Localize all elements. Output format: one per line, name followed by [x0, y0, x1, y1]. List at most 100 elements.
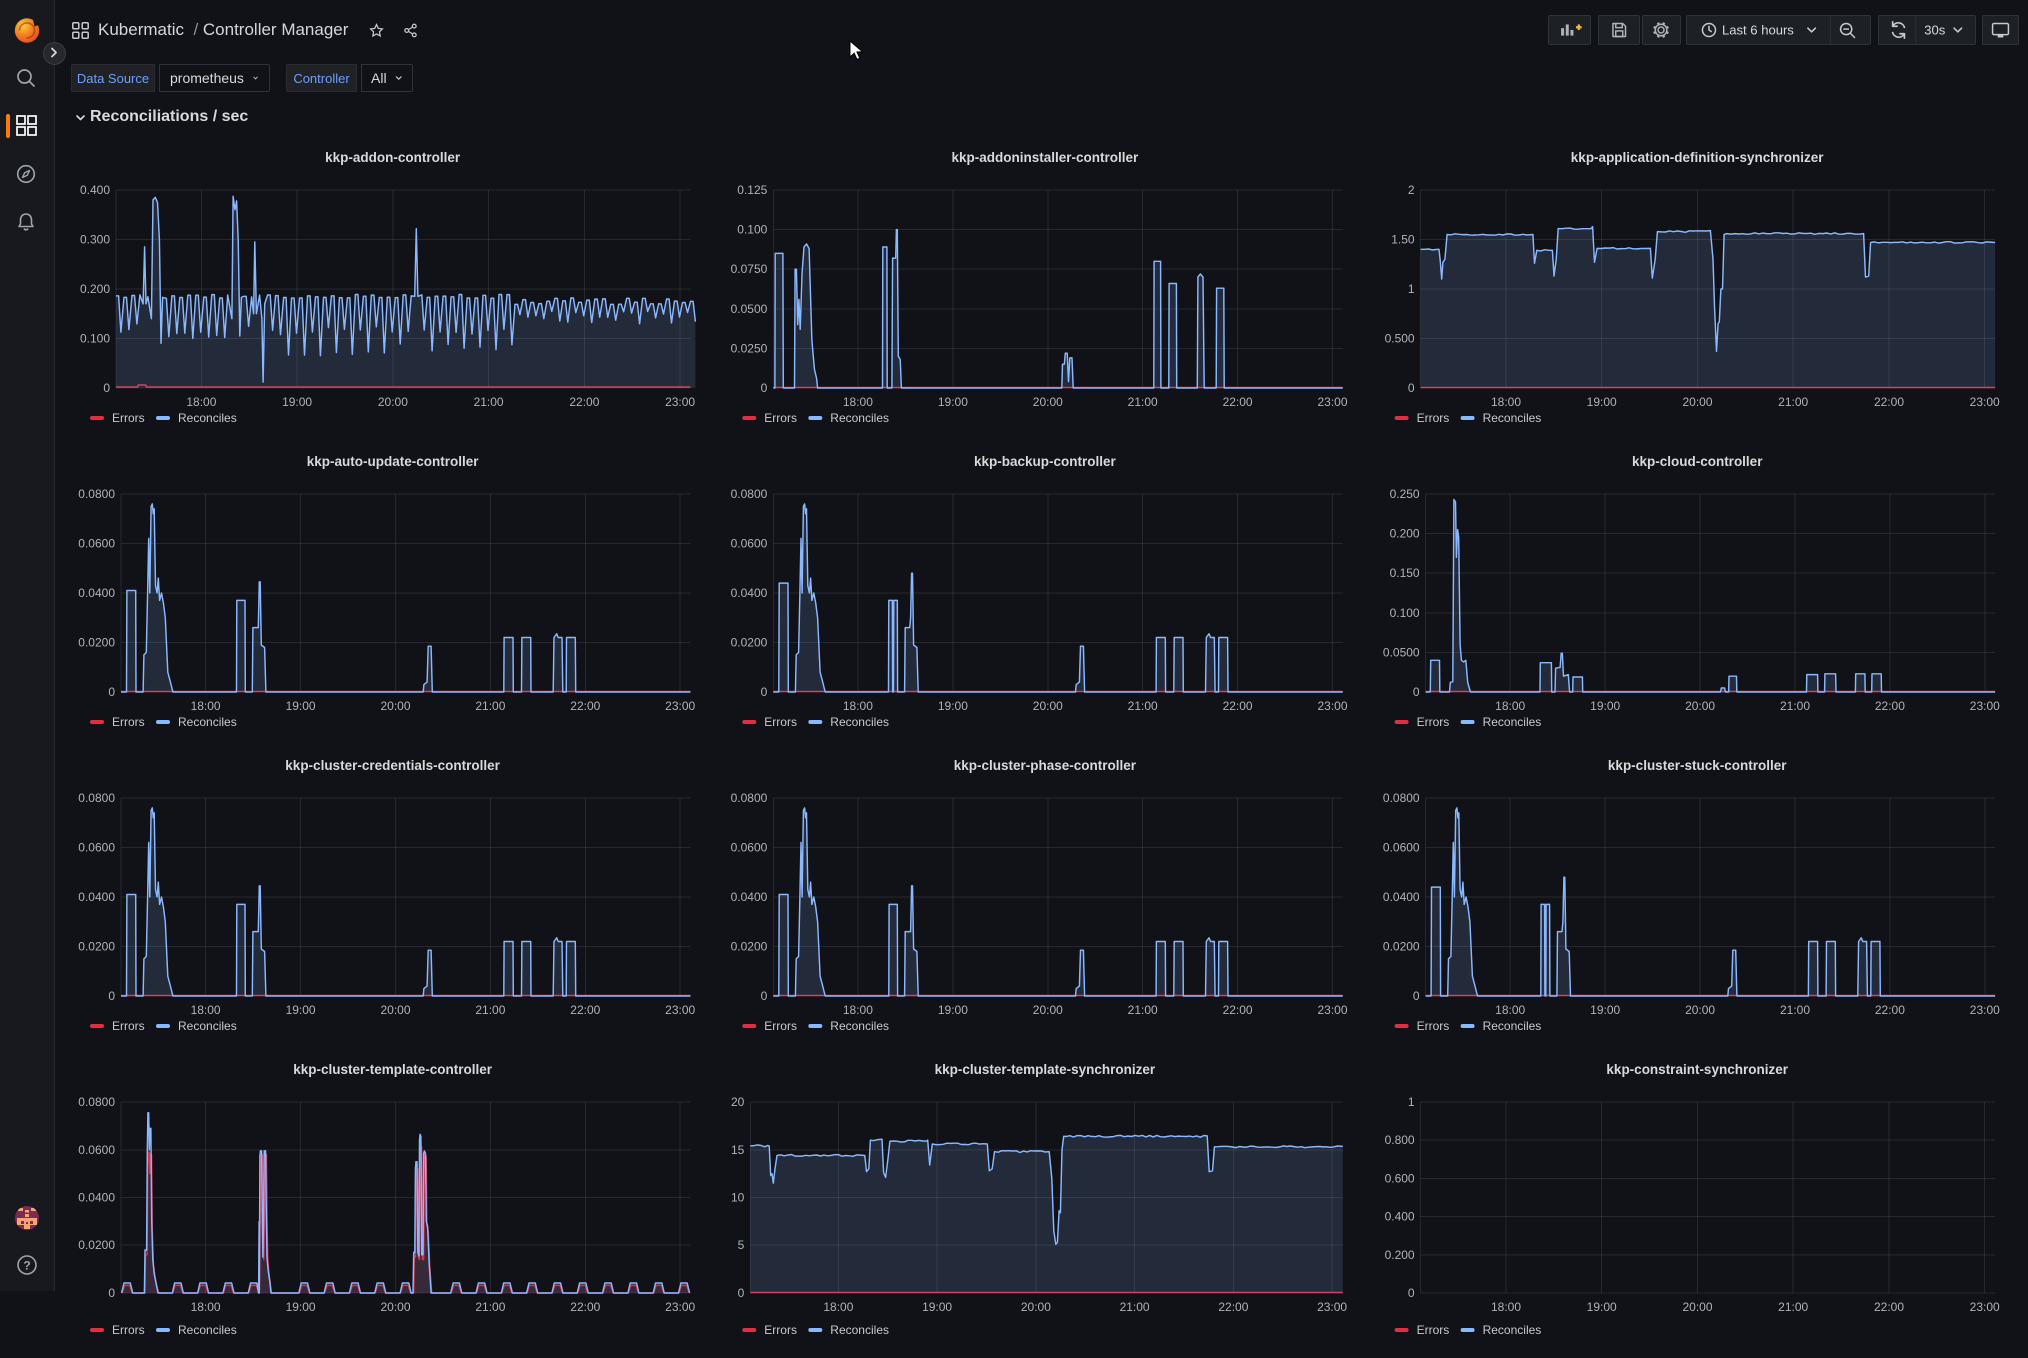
svg-text:Errors: Errors — [764, 1323, 797, 1337]
svg-text:18:00: 18:00 — [1491, 1300, 1521, 1314]
svg-text:kkp-application-definition-syn: kkp-application-definition-synchronizer — [1571, 150, 1825, 165]
svg-text:0.400: 0.400 — [80, 183, 110, 197]
svg-text:0.0600: 0.0600 — [731, 841, 768, 855]
svg-text:20:00: 20:00 — [1682, 1300, 1712, 1314]
svg-text:kkp-backup-controller: kkp-backup-controller — [974, 454, 1117, 469]
svg-text:0.0400: 0.0400 — [78, 1191, 115, 1205]
svg-text:0: 0 — [761, 685, 768, 699]
svg-text:22:00: 22:00 — [570, 1003, 600, 1017]
svg-text:0.500: 0.500 — [1385, 332, 1415, 346]
svg-text:0.100: 0.100 — [737, 223, 767, 237]
svg-text:23:00: 23:00 — [1317, 1300, 1347, 1314]
svg-text:0.200: 0.200 — [1385, 1248, 1415, 1262]
svg-text:0: 0 — [103, 381, 110, 395]
svg-text:18:00: 18:00 — [843, 395, 873, 409]
svg-text:0.0600: 0.0600 — [78, 841, 115, 855]
svg-text:22:00: 22:00 — [1223, 395, 1253, 409]
svg-text:5: 5 — [738, 1238, 745, 1252]
svg-text:21:00: 21:00 — [475, 699, 505, 713]
svg-text:19:00: 19:00 — [938, 699, 968, 713]
svg-text:0.0400: 0.0400 — [731, 586, 768, 600]
svg-text:0.0200: 0.0200 — [731, 940, 768, 954]
svg-text:Reconciles: Reconciles — [830, 1323, 889, 1337]
svg-text:18:00: 18:00 — [823, 1300, 853, 1314]
svg-text:19:00: 19:00 — [1587, 395, 1617, 409]
svg-text:18:00: 18:00 — [191, 699, 221, 713]
svg-text:0: 0 — [761, 381, 768, 395]
svg-text:Reconciles: Reconciles — [1483, 1019, 1542, 1033]
svg-text:Errors: Errors — [112, 1019, 145, 1033]
svg-text:22:00: 22:00 — [1218, 1300, 1248, 1314]
svg-text:19:00: 19:00 — [938, 395, 968, 409]
svg-text:18:00: 18:00 — [843, 699, 873, 713]
svg-text:20:00: 20:00 — [1682, 395, 1712, 409]
svg-text:0.400: 0.400 — [1385, 1210, 1415, 1224]
svg-text:19:00: 19:00 — [286, 1003, 316, 1017]
svg-text:Reconciles: Reconciles — [178, 1323, 237, 1337]
svg-text:21:00: 21:00 — [1780, 699, 1810, 713]
svg-text:0: 0 — [108, 989, 115, 1003]
svg-text:30s: 30s — [1924, 23, 1946, 38]
svg-text:0.0500: 0.0500 — [1383, 645, 1420, 659]
svg-text:10: 10 — [731, 1191, 745, 1205]
svg-text:Reconciles: Reconciles — [830, 411, 889, 425]
svg-text:kkp-cluster-stuck-controller: kkp-cluster-stuck-controller — [1608, 758, 1787, 773]
svg-text:23:00: 23:00 — [1970, 699, 2000, 713]
svg-text:?: ? — [23, 1258, 30, 1272]
svg-text:Reconciles: Reconciles — [178, 1019, 237, 1033]
svg-text:21:00: 21:00 — [475, 1003, 505, 1017]
svg-text:23:00: 23:00 — [1317, 1003, 1347, 1017]
svg-text:0.0200: 0.0200 — [78, 1238, 115, 1252]
svg-text:0.150: 0.150 — [1390, 566, 1420, 580]
svg-text:kkp-addon-controller: kkp-addon-controller — [325, 150, 461, 165]
svg-text:22:00: 22:00 — [1875, 1003, 1905, 1017]
svg-text:Errors: Errors — [112, 1323, 145, 1337]
svg-text:0.200: 0.200 — [1390, 527, 1420, 541]
svg-text:23:00: 23:00 — [665, 1300, 695, 1314]
svg-text:21:00: 21:00 — [1778, 1300, 1808, 1314]
svg-text:kkp-cloud-controller: kkp-cloud-controller — [1632, 454, 1763, 469]
svg-text:0.0400: 0.0400 — [731, 890, 768, 904]
svg-text:0.0750: 0.0750 — [731, 262, 768, 276]
svg-text:19:00: 19:00 — [286, 1300, 316, 1314]
svg-text:18:00: 18:00 — [1495, 699, 1525, 713]
svg-text:19:00: 19:00 — [282, 395, 312, 409]
svg-text:21:00: 21:00 — [1780, 1003, 1810, 1017]
svg-text:Errors: Errors — [1417, 411, 1450, 425]
svg-text:0.0600: 0.0600 — [78, 537, 115, 551]
svg-text:Errors: Errors — [764, 1019, 797, 1033]
svg-text:20:00: 20:00 — [1033, 699, 1063, 713]
svg-text:kkp-cluster-phase-controller: kkp-cluster-phase-controller — [954, 758, 1137, 773]
svg-text:Errors: Errors — [1417, 715, 1450, 729]
svg-text:kkp-constraint-synchronizer: kkp-constraint-synchronizer — [1606, 1062, 1788, 1077]
svg-text:0.0600: 0.0600 — [78, 1143, 115, 1157]
svg-text:kkp-cluster-template-controlle: kkp-cluster-template-controller — [293, 1062, 493, 1077]
svg-text:19:00: 19:00 — [938, 1003, 968, 1017]
svg-text:20:00: 20:00 — [1685, 699, 1715, 713]
svg-text:20:00: 20:00 — [378, 395, 408, 409]
svg-text:0.0800: 0.0800 — [78, 487, 115, 501]
svg-text:23:00: 23:00 — [1970, 395, 2000, 409]
svg-text:0.0600: 0.0600 — [1383, 841, 1420, 855]
svg-text:21:00: 21:00 — [474, 395, 504, 409]
svg-text:22:00: 22:00 — [1223, 1003, 1253, 1017]
svg-text:20:00: 20:00 — [1033, 395, 1063, 409]
svg-text:0.0500: 0.0500 — [731, 302, 768, 316]
svg-text:23:00: 23:00 — [665, 699, 695, 713]
svg-text:21:00: 21:00 — [1120, 1300, 1150, 1314]
svg-text:19:00: 19:00 — [1590, 1003, 1620, 1017]
svg-text:18:00: 18:00 — [191, 1003, 221, 1017]
svg-text:0: 0 — [738, 1286, 745, 1300]
svg-text:Errors: Errors — [112, 715, 145, 729]
svg-text:0.0200: 0.0200 — [731, 636, 768, 650]
svg-text:23:00: 23:00 — [665, 395, 695, 409]
svg-text:18:00: 18:00 — [1495, 1003, 1525, 1017]
svg-text:Reconciles: Reconciles — [1483, 715, 1542, 729]
svg-text:20: 20 — [731, 1095, 745, 1109]
svg-text:19:00: 19:00 — [286, 699, 316, 713]
svg-text:0.600: 0.600 — [1385, 1171, 1415, 1185]
svg-text:kkp-cluster-credentials-contro: kkp-cluster-credentials-controller — [285, 758, 500, 773]
svg-text:0.0800: 0.0800 — [78, 1095, 115, 1109]
svg-text:20:00: 20:00 — [1685, 1003, 1715, 1017]
svg-text:20:00: 20:00 — [1021, 1300, 1051, 1314]
